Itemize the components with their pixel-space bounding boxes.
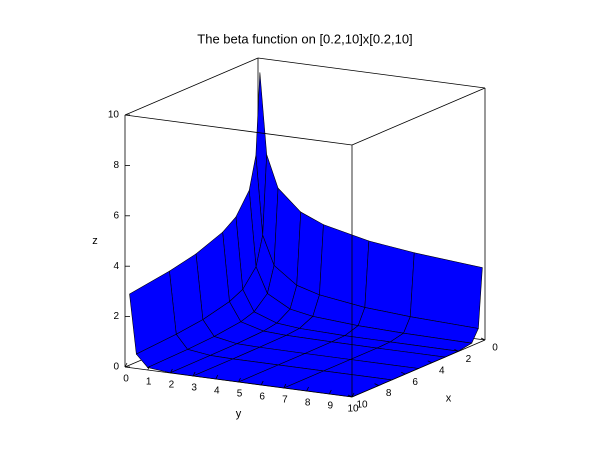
y-tick-label: 5 xyxy=(237,389,243,400)
z-axis-label: z xyxy=(92,235,98,247)
x-tick xyxy=(480,337,486,341)
x-tick-label: 4 xyxy=(439,365,445,376)
z-tick-label: 10 xyxy=(108,110,120,121)
y-tick-label: 2 xyxy=(169,380,175,391)
chart-title: The beta function on [0.2,10]x[0.2,10] xyxy=(197,31,412,46)
y-tick-label: 7 xyxy=(282,395,288,406)
x-tick xyxy=(427,360,432,364)
y-tick-label: 1 xyxy=(146,377,152,388)
surface-patch xyxy=(296,211,324,296)
x-tick xyxy=(347,394,353,398)
y-tick-label: 9 xyxy=(328,401,334,412)
y-tick xyxy=(351,392,355,398)
y-tick-label: 8 xyxy=(305,398,311,409)
box-edge xyxy=(124,114,353,146)
box-edge xyxy=(124,57,259,116)
y-tick xyxy=(170,368,173,374)
y-tick-label: 10 xyxy=(347,404,359,415)
y-tick-label: 3 xyxy=(191,383,197,394)
x-tick-label: 10 xyxy=(356,400,368,411)
y-tick xyxy=(283,383,287,389)
box-edge xyxy=(351,339,486,398)
x-tick xyxy=(454,349,459,352)
y-tick xyxy=(215,374,219,380)
y-tick-label: 0 xyxy=(123,374,129,385)
y-tick xyxy=(238,377,241,383)
x-tick xyxy=(401,371,406,375)
z-tick-label: 6 xyxy=(113,210,119,221)
x-tick-label: 0 xyxy=(492,343,498,354)
y-tick xyxy=(147,365,151,371)
x-tick-label: 2 xyxy=(466,354,472,365)
z-tick-label: 4 xyxy=(113,261,119,272)
y-tick xyxy=(306,386,309,392)
z-tick-label: 2 xyxy=(113,311,119,322)
y-tick-label: 6 xyxy=(259,392,265,403)
y-tick xyxy=(260,380,264,386)
z-tick-label: 0 xyxy=(113,362,119,373)
y-tick xyxy=(124,362,128,368)
surface-patch xyxy=(364,240,415,318)
x-tick xyxy=(374,383,379,386)
y-axis-label: y xyxy=(236,408,242,420)
x-tick-label: 8 xyxy=(386,388,392,399)
x-axis-label: x xyxy=(446,392,452,404)
y-tick-label: 4 xyxy=(214,386,220,397)
box-edge xyxy=(351,87,486,146)
box-edge xyxy=(257,57,486,89)
y-tick xyxy=(192,371,196,377)
z-tick-label: 8 xyxy=(113,160,119,171)
x-tick-label: 6 xyxy=(412,377,418,388)
y-tick xyxy=(328,389,332,395)
